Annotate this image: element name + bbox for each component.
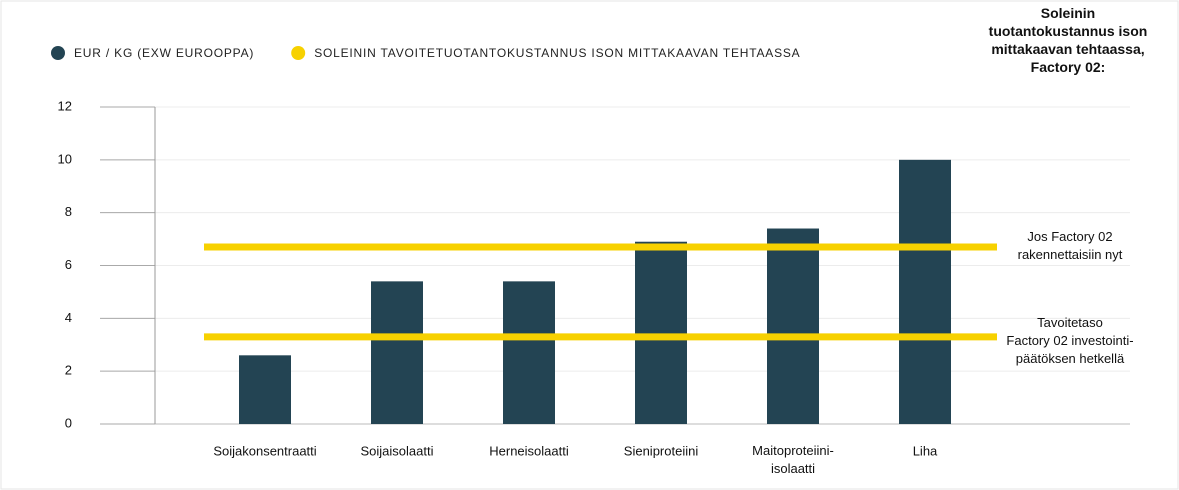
y-tick-label: 4 [65,310,72,325]
reference-label: Tavoitetaso Factory 02 investointi-päätök… [1006,315,1133,366]
y-tick-label: 12 [58,98,72,113]
y-tick-label: 10 [58,151,72,166]
x-tick-label: Maitoproteiini-isolaatti [752,443,834,476]
reference-label: Jos Factory 02 rakennettaisiin nyt [1018,229,1123,262]
bar [635,241,687,424]
x-tick-label: Sieniproteiini [624,443,699,458]
legend-label: SOLEININ TAVOITETUOTANTOKUSTANNUS ISON M… [314,46,800,60]
x-tick-label: Soijaisolaatti [361,443,434,458]
y-tick-label: 0 [65,415,72,430]
y-tick-label: 2 [65,363,72,378]
bar [767,228,819,424]
legend-marker [291,46,306,60]
legend-marker [51,46,65,60]
bar [503,281,555,424]
y-tick-label: 8 [65,204,72,219]
bar [371,281,423,424]
x-tick-label: Soijakonsentraatti [213,443,316,458]
bar [239,355,291,424]
side-title: Soleinin tuotantokustannus ison mittakaava… [989,5,1148,75]
y-tick-label: 6 [65,257,72,272]
legend-label: EUR / KG (EXW EUROOPPA) [74,46,254,60]
bar [899,159,951,425]
x-tick-label: Liha [913,443,938,458]
x-tick-label: Herneisolaatti [489,443,569,458]
